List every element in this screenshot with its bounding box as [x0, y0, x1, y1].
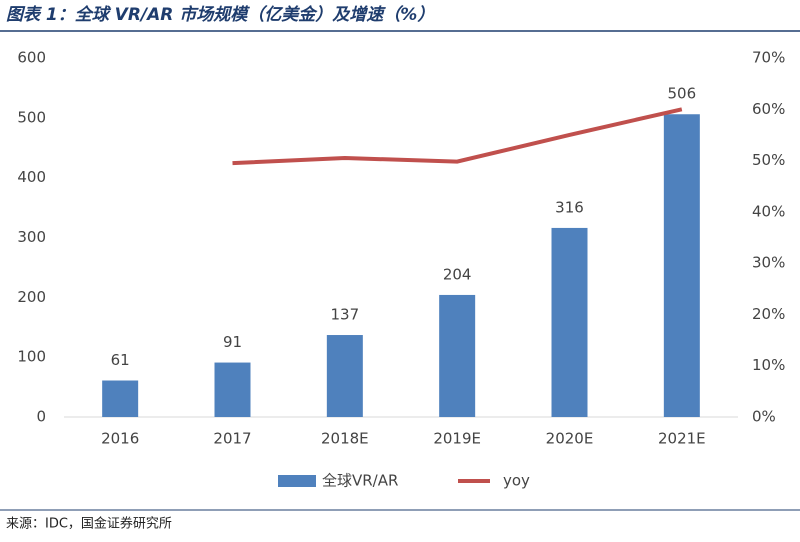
y-tick-label: 300	[17, 228, 46, 246]
legend-label: yoy	[503, 472, 530, 490]
data-label: 61	[111, 351, 130, 369]
bar	[663, 114, 700, 417]
y2-tick-label: 30%	[752, 254, 785, 272]
data-label: 137	[331, 306, 360, 324]
legend-swatch	[278, 475, 316, 487]
y2-tick-label: 0%	[752, 408, 776, 426]
y2-tick-label: 20%	[752, 305, 785, 323]
y-tick-label: 0	[36, 408, 46, 426]
bar	[102, 380, 139, 417]
y2-tick-label: 40%	[752, 202, 785, 220]
bar	[439, 294, 476, 417]
data-label: 506	[668, 85, 697, 103]
y-tick-label: 200	[17, 288, 46, 306]
x-tick-label: 2016	[101, 430, 139, 448]
bar	[214, 362, 251, 417]
data-label: 91	[223, 333, 242, 351]
data-label: 204	[443, 265, 472, 283]
y-tick-label: 600	[17, 49, 46, 67]
x-tick-label: 2019E	[433, 430, 481, 448]
line	[232, 107, 683, 166]
chart-title: 图表 1：全球 VR/AR 市场规模（亿美金）及增速（%）	[6, 5, 434, 25]
y2-tick-label: 60%	[752, 100, 785, 118]
x-tick-label: 2020E	[546, 430, 594, 448]
source-note: 来源：IDC，国金证券研究所	[6, 516, 172, 532]
legend-label: 全球VR/AR	[322, 472, 398, 490]
bar	[326, 335, 363, 417]
x-tick-label: 2017	[213, 430, 251, 448]
data-label: 316	[555, 198, 584, 216]
y-tick-label: 100	[17, 348, 46, 366]
y2-tick-label: 50%	[752, 151, 785, 169]
y-tick-label: 400	[17, 168, 46, 186]
y-tick-label: 500	[17, 108, 46, 126]
x-tick-label: 2018E	[321, 430, 369, 448]
x-tick-label: 2021E	[658, 430, 706, 448]
y2-tick-label: 70%	[752, 49, 785, 67]
bar	[551, 227, 588, 417]
y2-tick-label: 10%	[752, 356, 785, 374]
